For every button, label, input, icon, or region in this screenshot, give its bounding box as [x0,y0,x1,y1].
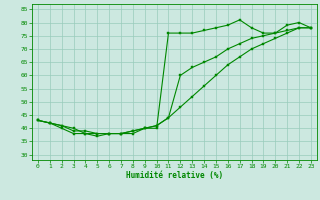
X-axis label: Humidité relative (%): Humidité relative (%) [126,171,223,180]
